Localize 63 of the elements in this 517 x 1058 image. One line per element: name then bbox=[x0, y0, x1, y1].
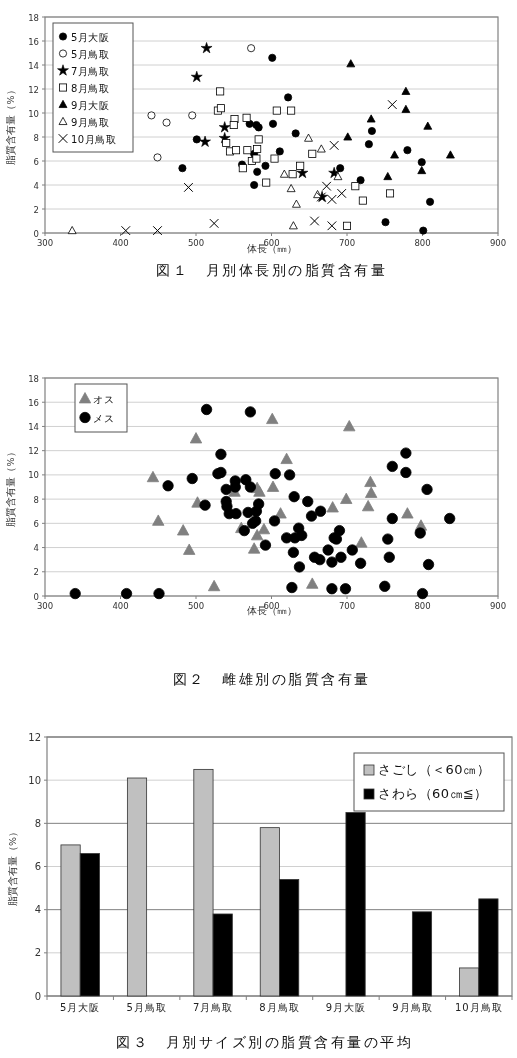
y-axis-title: 脂質含有量（%） bbox=[5, 447, 16, 527]
x-tick-label: 800 bbox=[414, 601, 431, 611]
y-axis-title: 脂質含有量（%） bbox=[7, 826, 18, 907]
x-tick-label: 400 bbox=[112, 238, 129, 248]
y-tick-label: 16 bbox=[28, 397, 39, 408]
x-tick-label: 5月大阪 bbox=[60, 1002, 101, 1013]
legend-label: 9月大阪 bbox=[71, 99, 110, 111]
text: 図３ 月別サイズ別の脂質含有量の平均 bbox=[116, 1034, 413, 1050]
text: 図２ 雌雄別の脂質含有量 bbox=[172, 671, 371, 687]
legend-label: 10月鳥取 bbox=[71, 133, 117, 145]
text: 図１ 月別体長別の脂質含有量 bbox=[156, 262, 387, 278]
y-tick-label: 12 bbox=[28, 84, 39, 95]
y-tick-label: 12 bbox=[28, 731, 41, 743]
x-tick-label: 9月大阪 bbox=[325, 1002, 367, 1013]
y-tick-label: 10 bbox=[28, 774, 41, 786]
y-tick-label: 8 bbox=[33, 494, 39, 505]
legend-label: 9月鳥取 bbox=[71, 116, 110, 128]
x-tick-label: 10月鳥取 bbox=[454, 1002, 503, 1013]
y-tick-label: 2 bbox=[33, 567, 39, 578]
legend-label: さごし（＜60㎝） bbox=[378, 762, 491, 777]
legend-label: さわら（60㎝≦） bbox=[378, 786, 488, 801]
legend-label: 5月鳥取 bbox=[71, 48, 110, 60]
x-tick-label: 300 bbox=[36, 601, 54, 611]
x-tick-label: 9月鳥取 bbox=[392, 1002, 433, 1013]
y-tick-label: 14 bbox=[28, 421, 39, 432]
x-tick-label: 500 bbox=[187, 238, 205, 248]
y-tick-label: 4 bbox=[33, 180, 39, 191]
y-tick-label: 6 bbox=[33, 156, 39, 167]
legend-label: 5月大阪 bbox=[71, 31, 110, 43]
y-tick-label: 4 bbox=[34, 904, 41, 916]
x-tick-label: 900 bbox=[489, 601, 507, 611]
y-tick-label: 10 bbox=[28, 108, 39, 119]
y-tick-label: 4 bbox=[33, 543, 39, 554]
y-tick-label: 6 bbox=[34, 861, 41, 872]
y-tick-label: 16 bbox=[28, 36, 39, 47]
legend-label: 8月鳥取 bbox=[71, 82, 110, 94]
x-tick-label: 500 bbox=[187, 601, 205, 611]
x-tick-label: 7月鳥取 bbox=[192, 1002, 234, 1013]
y-tick-label: 0 bbox=[34, 990, 41, 1002]
y-tick-label: 2 bbox=[33, 204, 39, 215]
x-tick-label: 800 bbox=[414, 238, 431, 248]
x-tick-label: 700 bbox=[338, 238, 356, 248]
y-tick-label: 12 bbox=[28, 446, 39, 457]
y-tick-label: 18 bbox=[28, 12, 39, 23]
legend-label: オス bbox=[93, 393, 114, 405]
y-tick-label: 0 bbox=[33, 591, 39, 602]
x-tick-label: 400 bbox=[112, 601, 129, 611]
y-tick-label: 2 bbox=[34, 947, 41, 959]
y-tick-label: 10 bbox=[28, 470, 39, 481]
y-tick-label: 0 bbox=[33, 228, 39, 239]
x-tick-label: 8月鳥取 bbox=[259, 1002, 300, 1013]
legend-label: メス bbox=[93, 412, 114, 424]
x-tick-label: 900 bbox=[489, 238, 507, 248]
y-tick-label: 8 bbox=[34, 817, 41, 829]
legend-label: 7月鳥取 bbox=[71, 65, 110, 77]
y-tick-label: 6 bbox=[33, 518, 39, 529]
y-axis-title: 脂質含有量（%） bbox=[5, 85, 16, 165]
y-tick-label: 18 bbox=[28, 373, 39, 384]
x-tick-label: 700 bbox=[338, 601, 356, 611]
x-tick-label: 5月鳥取 bbox=[126, 1002, 167, 1013]
x-tick-label: 300 bbox=[36, 238, 54, 248]
y-tick-label: 14 bbox=[28, 60, 39, 71]
y-tick-label: 8 bbox=[33, 132, 39, 143]
